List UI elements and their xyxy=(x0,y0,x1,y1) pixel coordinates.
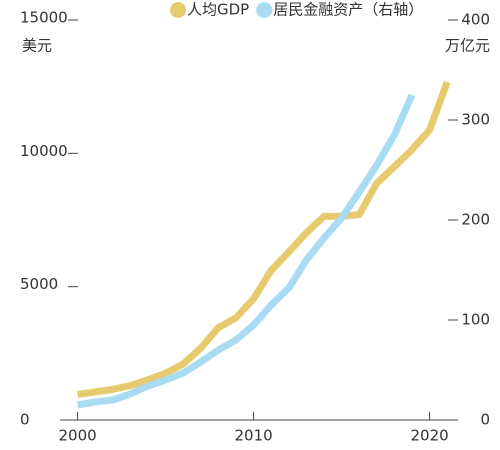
y2-tick-label: 300 xyxy=(461,111,490,129)
x-tick-label: 2020 xyxy=(411,427,449,445)
series-line xyxy=(77,93,416,409)
x-tick-label: 2010 xyxy=(235,427,273,445)
legend-label: 人均GDP xyxy=(187,1,249,19)
y2-axis-unit: 万亿元 xyxy=(445,37,490,55)
y-tick-label: 5000 xyxy=(20,275,58,293)
y-tick-label: 10000 xyxy=(20,142,68,160)
y-tick-label: 15000 xyxy=(20,9,68,27)
series-line xyxy=(77,80,451,398)
legend-swatch xyxy=(170,2,186,18)
y2-tick-label: 100 xyxy=(461,311,490,329)
y-axis-unit: 美元 xyxy=(22,37,52,55)
y2-tick-label: 200 xyxy=(461,211,490,229)
y2-tick-label: 400 xyxy=(461,11,490,29)
y2-tick-label: 0 xyxy=(480,411,490,429)
x-tick-label: 2000 xyxy=(59,427,97,445)
y-tick-label: 0 xyxy=(20,411,30,429)
legend-label: 居民金融资产（右轴） xyxy=(273,1,423,19)
legend-swatch xyxy=(256,2,273,18)
